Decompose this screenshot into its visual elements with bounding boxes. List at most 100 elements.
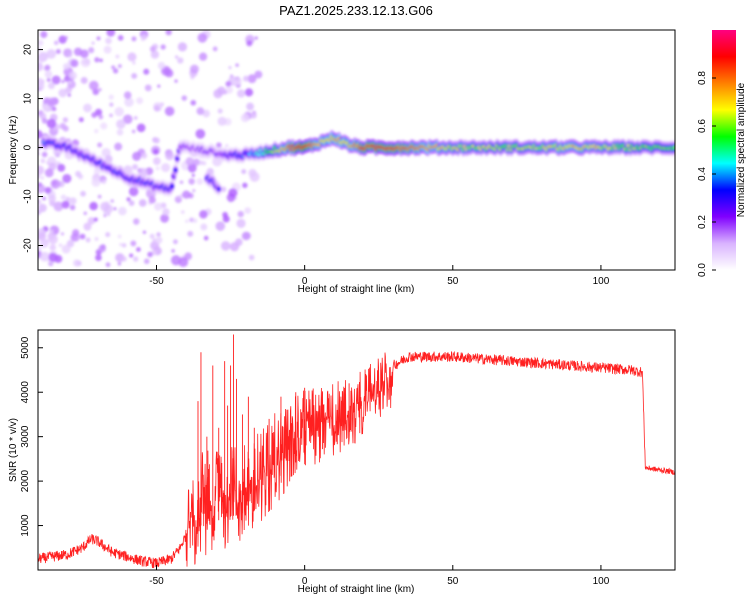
spectrogram-speckle [107,212,111,216]
spectrogram-speckle [171,255,181,264]
spectrogram-speckle [58,243,63,248]
spectrogram-speckle [131,129,136,134]
spectrogram-speckle [148,196,156,204]
colorbar-gradient [712,30,736,270]
spectrogram-speckle [112,68,119,74]
snr-frame [37,329,676,571]
spectrogram-speckle [229,242,240,252]
spectrogram-speckle [254,70,263,79]
spectrogram-speckle [160,44,166,50]
spectrogram-speckle [150,241,160,251]
spectrogram-track-core [216,187,221,192]
spectrogram-speckle [250,112,257,119]
spectrogram-speckle [116,128,124,136]
spectrogram-speckle [109,102,114,107]
spectrogram-speckle [72,259,81,267]
spectrogram-speckle [68,71,77,80]
spectrogram-speckle [60,232,64,236]
spectrogram-speckle [230,74,234,78]
spectrogram-speckle [38,232,47,241]
spectrogram-speckle [58,88,68,98]
spectrogram-speckle [248,254,255,261]
spectrogram-speckle [199,160,204,166]
spectrogram-speckle [241,169,247,175]
snr-y-tick-label: 5000 [20,336,31,359]
snr-y-tick-label: 2000 [20,470,31,493]
spectrogram-speckle [61,79,65,84]
spectrogram-speckle [61,244,71,254]
spectrogram-speckle [64,36,68,40]
spectrogram-speckle [108,94,114,100]
spectrogram-speckle [217,108,223,114]
spectrogram-speckle [70,59,79,68]
snr-y-label: SNR (10 * v/v) [8,418,19,482]
spectrogram-speckle [38,53,47,63]
spectrogram-speckle [249,171,260,182]
spectrogram-speckle [48,194,56,203]
spectrogram-speckle [93,217,98,222]
spectrogram-speckle [133,256,139,262]
spectrogram-speckle [160,102,165,107]
spectrogram-speckle [113,207,117,211]
spectrogram-speckle [111,65,116,70]
snr-y-ticks: 1000 2000 3000 4000 5000 [20,336,43,537]
spectrogram-speckle [83,103,92,113]
spectrogram-speckle [97,142,103,148]
spectrogram-speckle [88,80,99,91]
spectrogram-speckle [118,206,127,216]
colorbar-label: Normalized spectral amplitude [736,82,747,217]
spectrogram-speckle [142,230,147,234]
spectrogram-speckle [225,81,232,87]
spectrogram-speckle [122,114,133,125]
spectrogram-speckle [40,30,48,39]
spectrogram-speckle [67,52,73,57]
spectrogram-speckle [136,97,144,105]
spectrogram-speckle [181,95,187,101]
colorbar-ticks: 0.0 0.2 0.4 0.6 0.8 [697,71,716,277]
spectrogram-speckle [94,57,100,63]
spectrogram-speckle [131,36,137,42]
spectrogram-speckle [51,106,57,112]
spectrogram-speckle [220,241,231,251]
spectrogram-speckle [116,119,126,129]
spectrogram-speckle [198,52,208,61]
spectrogram-speckle [174,55,179,59]
spectrogram-speckle [128,186,139,197]
spectrogram-speckle [48,234,58,245]
spectrogram-speckle [53,201,64,212]
spectrogram-speckle [105,262,111,268]
spectrogram-speckle [109,113,113,118]
spectrogram-speckle [185,157,194,166]
spectrogram-speckle [94,237,99,241]
snr-x-tick-label: 0 [302,576,308,587]
spectrogram-speckle [192,189,196,193]
spectrogram-speckle [156,232,161,237]
spectrogram-speckle [62,63,70,70]
spectrogram-speckle [160,213,169,223]
spectrogram-speckle [62,117,69,123]
spectrogram-speckle [38,165,45,176]
spectrogram-speckle [69,204,76,211]
spectrogram-speckle [190,99,197,106]
spectrogram-speckle [85,237,91,243]
spectrogram-speckle [44,64,51,71]
spectrogram-speckle [241,231,251,241]
spectrogram-speckle [97,194,102,199]
spectrogram-speckle [174,79,178,83]
spectrogram-speckle [46,97,57,107]
spectrogram-speckle [46,118,57,129]
spectrogram-speckle [121,256,127,262]
spectrogram-speckle [222,215,230,223]
spectrogram-speckle [215,221,226,231]
spectrogram-speckle [144,84,152,92]
spectrogram-speckle [140,152,148,159]
spectrogram-speckle [69,197,77,205]
spectrogram-speckle [228,188,238,198]
spectrogram-speckle [165,30,172,36]
spectrogram-speckle [80,190,86,197]
spectrogram-speckle [41,118,48,124]
spectrogram-track-core [173,168,178,173]
spectrogram-speckle [153,105,161,112]
spectrogram-speckle [106,30,116,37]
snr-plot-area [38,330,675,570]
